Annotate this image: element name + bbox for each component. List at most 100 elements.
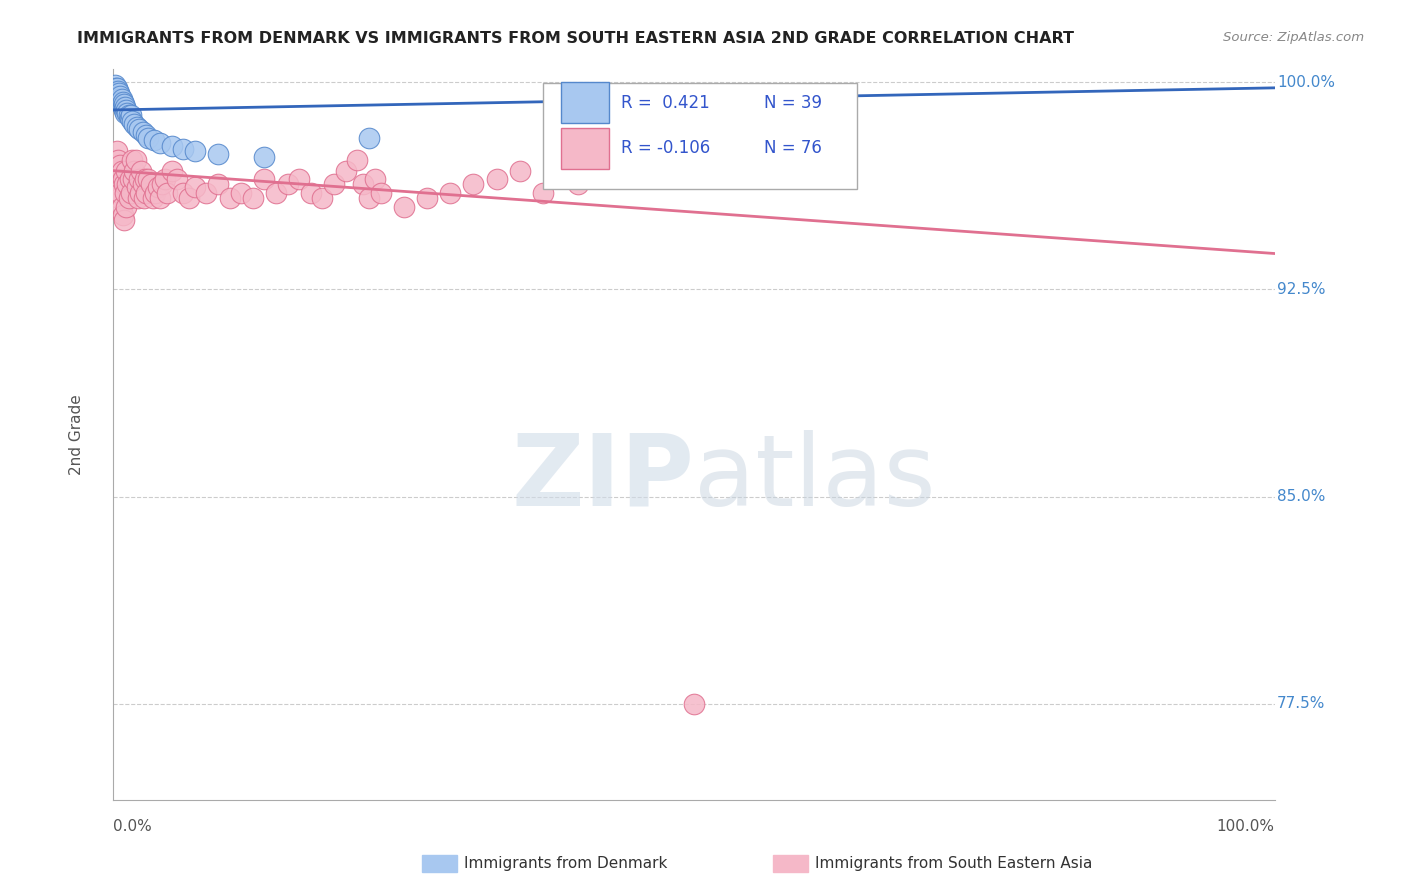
Point [117, 191, 139, 205]
Text: 2nd Grade: 2nd Grade [69, 394, 84, 475]
Point [135, 128, 157, 142]
Point [531, 186, 554, 200]
Point [118, 172, 141, 186]
Point [231, 186, 253, 200]
Point [131, 125, 153, 139]
Point [107, 84, 129, 98]
Point [107, 153, 129, 167]
Point [149, 191, 172, 205]
Point [120, 108, 142, 122]
Point [143, 186, 166, 200]
FancyBboxPatch shape [543, 83, 856, 189]
Point [134, 172, 156, 186]
Point [111, 208, 134, 222]
Point [117, 105, 139, 120]
Text: 100.0%: 100.0% [1216, 819, 1275, 833]
Point [108, 191, 131, 205]
Point [335, 163, 357, 178]
Point [125, 120, 148, 134]
Point [299, 186, 322, 200]
Point [110, 92, 132, 106]
Text: R = -0.106: R = -0.106 [621, 139, 710, 157]
Point [218, 191, 240, 205]
Text: 77.5%: 77.5% [1277, 696, 1326, 711]
Point [124, 153, 146, 167]
Point [110, 95, 132, 109]
Text: N = 76: N = 76 [763, 139, 821, 157]
Point [121, 153, 143, 167]
Point [110, 97, 132, 112]
Text: 0.0%: 0.0% [114, 819, 152, 833]
Point [124, 163, 146, 178]
Point [160, 138, 183, 153]
Point [346, 153, 368, 167]
Point [195, 186, 218, 200]
Point [110, 158, 132, 172]
Text: atlas: atlas [695, 430, 935, 527]
Point [132, 191, 155, 205]
Point [136, 130, 159, 145]
Point [357, 191, 380, 205]
Point [114, 100, 136, 114]
Point [104, 163, 127, 178]
Point [131, 178, 153, 192]
Point [139, 178, 162, 192]
Point [277, 178, 299, 192]
Point [392, 200, 415, 214]
Point [207, 178, 229, 192]
Point [242, 191, 264, 205]
Point [288, 172, 311, 186]
Point [135, 186, 157, 200]
Point [128, 122, 150, 136]
Point [131, 163, 153, 178]
Point [117, 178, 139, 192]
Point [112, 103, 135, 117]
Text: Source: ZipAtlas.com: Source: ZipAtlas.com [1223, 31, 1364, 45]
Text: 100.0%: 100.0% [1277, 75, 1334, 90]
Point [311, 191, 333, 205]
Point [105, 178, 128, 192]
Point [463, 178, 485, 192]
Point [156, 186, 179, 200]
Point [125, 180, 148, 194]
Point [112, 97, 135, 112]
Point [105, 145, 128, 159]
Point [127, 191, 149, 205]
Point [111, 100, 134, 114]
Text: Immigrants from South Eastern Asia: Immigrants from South Eastern Asia [815, 856, 1092, 871]
Point [120, 186, 142, 200]
Point [111, 172, 134, 186]
Point [567, 178, 589, 192]
Point [108, 172, 131, 186]
Point [153, 172, 176, 186]
Point [184, 145, 207, 159]
Point [118, 112, 141, 126]
Point [124, 117, 146, 131]
Point [112, 213, 135, 227]
Point [105, 87, 128, 101]
Point [323, 178, 346, 192]
Point [114, 186, 136, 200]
Point [370, 186, 392, 200]
Point [110, 163, 132, 178]
Text: N = 39: N = 39 [763, 94, 821, 112]
Point [253, 172, 276, 186]
Point [121, 114, 143, 128]
Point [177, 191, 200, 205]
Point [253, 150, 276, 164]
Point [416, 191, 439, 205]
Text: IMMIGRANTS FROM DENMARK VS IMMIGRANTS FROM SOUTH EASTERN ASIA 2ND GRADE CORRELAT: IMMIGRANTS FROM DENMARK VS IMMIGRANTS FR… [77, 31, 1074, 46]
Point [128, 172, 150, 186]
Point [184, 180, 207, 194]
Point [146, 180, 169, 194]
Point [439, 186, 461, 200]
Point [115, 103, 138, 117]
Point [108, 87, 131, 101]
Point [110, 186, 132, 200]
Text: R =  0.421: R = 0.421 [621, 94, 710, 112]
Point [364, 172, 387, 186]
Point [485, 172, 508, 186]
Point [104, 84, 127, 98]
Point [143, 133, 166, 147]
Point [136, 172, 159, 186]
